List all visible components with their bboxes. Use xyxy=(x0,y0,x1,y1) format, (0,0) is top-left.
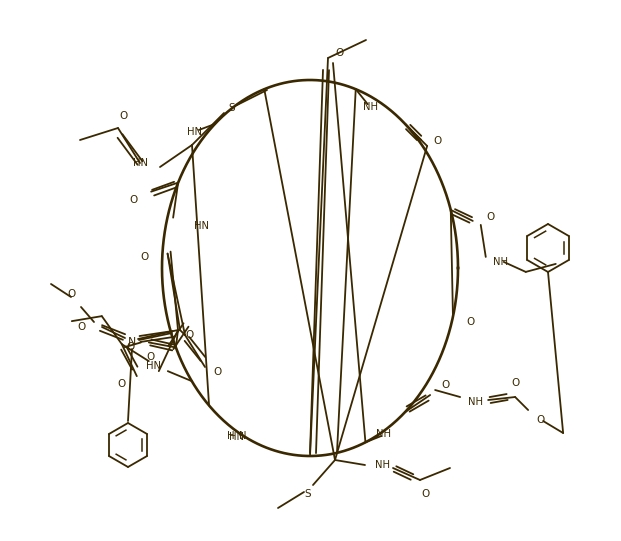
Text: S: S xyxy=(229,103,235,113)
Text: O: O xyxy=(511,378,519,388)
Text: O: O xyxy=(117,379,126,389)
Text: NH: NH xyxy=(376,460,391,470)
Text: HN: HN xyxy=(147,361,161,371)
Text: O: O xyxy=(441,380,449,390)
Text: H: H xyxy=(227,431,235,441)
Text: O: O xyxy=(147,352,155,362)
Text: NH: NH xyxy=(363,102,378,112)
Text: O: O xyxy=(78,322,86,332)
Text: O: O xyxy=(433,136,442,146)
Text: HN: HN xyxy=(194,221,209,230)
Text: N: N xyxy=(128,337,136,347)
Text: O: O xyxy=(467,316,475,327)
Text: O: O xyxy=(140,252,148,262)
Text: O: O xyxy=(487,212,495,222)
Text: O: O xyxy=(67,289,75,299)
Text: O: O xyxy=(127,342,135,352)
Text: HN: HN xyxy=(133,158,148,168)
Text: O: O xyxy=(421,489,429,499)
Text: O: O xyxy=(186,330,194,340)
Text: HN: HN xyxy=(229,432,244,443)
Text: O: O xyxy=(336,48,344,58)
Text: O: O xyxy=(119,111,127,121)
Text: N: N xyxy=(239,431,247,441)
Text: HN: HN xyxy=(188,127,202,137)
Text: S: S xyxy=(305,489,311,499)
Text: O: O xyxy=(536,415,544,425)
Text: NH: NH xyxy=(376,430,391,439)
Text: NH: NH xyxy=(468,397,483,407)
Text: O: O xyxy=(129,195,137,204)
Text: O: O xyxy=(213,367,221,377)
Text: NH: NH xyxy=(493,257,508,267)
